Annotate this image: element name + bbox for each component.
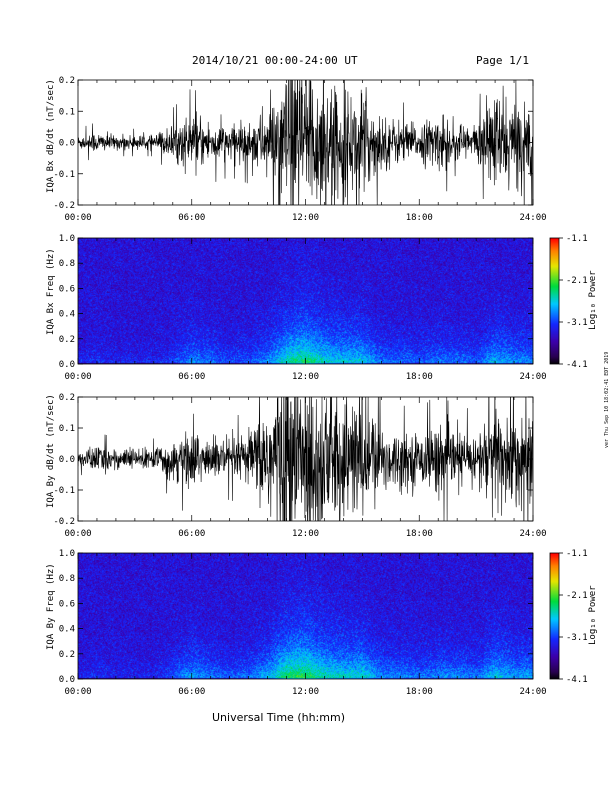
x-tick-label: 24:00 [519, 213, 546, 223]
x-tick-label: 24:00 [519, 687, 546, 697]
x-tick-label: 06:00 [178, 687, 205, 697]
x-tick-label: 00:00 [64, 372, 91, 382]
y-tick-label: 1.0 [59, 234, 75, 244]
x-tick-label: 18:00 [406, 372, 433, 382]
y-tick-label: -0.2 [53, 517, 75, 527]
y-tick-label: 0.6 [59, 284, 75, 294]
x-axis-title: Universal Time (hh:mm) [212, 711, 345, 724]
colorbar-bx [550, 238, 559, 364]
y-tick-label: -0.2 [53, 201, 75, 211]
y-tick-label: 0.2 [59, 393, 75, 403]
spectrogram-bx [78, 238, 533, 364]
panel-frame [77, 237, 534, 365]
y-tick-label: 0.1 [59, 107, 75, 117]
y-tick-label: 0.0 [59, 675, 75, 685]
y-tick-label: 1.0 [59, 549, 75, 559]
y-tick-label: 0.8 [59, 574, 75, 584]
x-tick-label: 18:00 [406, 213, 433, 223]
y-tick-label: 0.2 [59, 650, 75, 660]
panel-frame [77, 552, 534, 680]
colorbar-tick-label: -2.1 [566, 276, 588, 286]
y-tick-label: 0.0 [59, 455, 75, 465]
colorbar-tick-label: -1.1 [566, 234, 588, 244]
x-tick-label: 12:00 [292, 372, 319, 382]
x-tick-label: 24:00 [519, 529, 546, 539]
y-tick-label: 0.8 [59, 259, 75, 269]
y-tick-label: 0.1 [59, 424, 75, 434]
signal-trace [78, 80, 533, 205]
x-tick-label: 00:00 [64, 687, 91, 697]
y-tick-label: 0.0 [59, 139, 75, 149]
page-title: 2014/10/21 00:00-24:00 UT [192, 54, 358, 67]
y-tick-label: 0.4 [59, 310, 75, 320]
colorbar-frame [549, 237, 560, 365]
colorbar-frame [549, 552, 560, 680]
colorbar-tick-label: -2.1 [566, 591, 588, 601]
y-tick-label: 0.4 [59, 625, 75, 635]
y-tick-label: 0.0 [59, 360, 75, 370]
x-tick-label: 06:00 [178, 213, 205, 223]
x-tick-label: 00:00 [64, 213, 91, 223]
x-tick-label: 18:00 [406, 687, 433, 697]
y-tick-label: 0.6 [59, 599, 75, 609]
y-tick-label: -0.1 [53, 170, 75, 180]
x-tick-label: 12:00 [292, 687, 319, 697]
x-tick-label: 12:00 [292, 529, 319, 539]
colorbar-tick-label: -1.1 [566, 549, 588, 559]
signal-trace [78, 397, 533, 521]
colorbar-tick-label: -3.1 [566, 633, 588, 643]
x-tick-label: 18:00 [406, 529, 433, 539]
colorbar-tick-label: -3.1 [566, 318, 588, 328]
y-tick-label: -0.1 [53, 486, 75, 496]
x-tick-label: 24:00 [519, 372, 546, 382]
x-tick-label: 12:00 [292, 213, 319, 223]
colorbar-tick-label: -4.1 [566, 675, 588, 685]
colorbar-by [550, 553, 559, 679]
x-tick-label: 06:00 [178, 372, 205, 382]
y-tick-label: 0.2 [59, 335, 75, 345]
spectrogram-by [78, 553, 533, 679]
x-tick-label: 06:00 [178, 529, 205, 539]
x-tick-label: 00:00 [64, 529, 91, 539]
colorbar-tick-label: -4.1 [566, 360, 588, 370]
y-tick-label: 0.2 [59, 76, 75, 86]
page-number: Page 1/1 [476, 54, 529, 67]
